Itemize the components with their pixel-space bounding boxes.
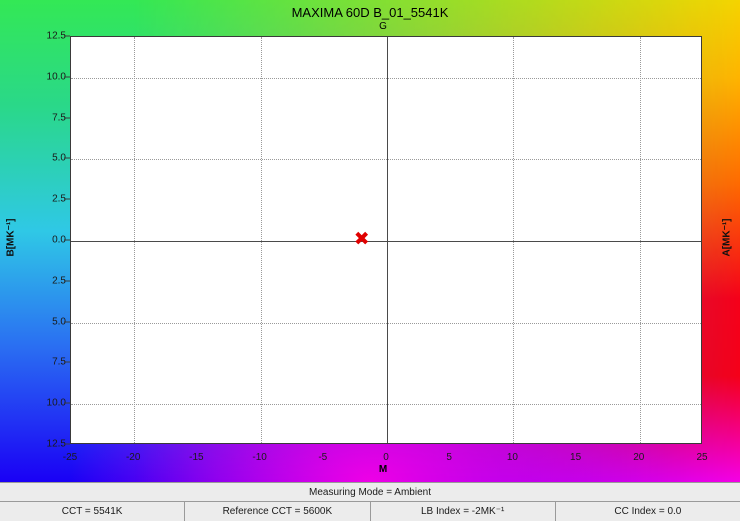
vertical-axis-line bbox=[387, 37, 388, 443]
y-axis-tick-label: 5.0 bbox=[52, 316, 66, 328]
status-measuring-mode: Measuring Mode = Ambient bbox=[0, 483, 740, 502]
y-axis-tick-mark bbox=[64, 117, 70, 119]
x-axis-tick-label: -20 bbox=[125, 452, 141, 463]
x-axis-tick-label: 0 bbox=[383, 452, 389, 463]
y-axis-tick-mark bbox=[64, 157, 70, 159]
y-axis-tick-label: 2.5 bbox=[52, 193, 66, 205]
plot-area[interactable]: ✖ bbox=[70, 36, 702, 444]
y-axis-tick-mark bbox=[64, 76, 70, 78]
axis-label-green: G bbox=[379, 21, 387, 32]
x-axis-tick-label: -10 bbox=[252, 452, 267, 463]
gridline-vertical bbox=[639, 37, 641, 443]
x-axis-tick-label: 5 bbox=[446, 452, 452, 463]
status-cell-reference-cct: Reference CCT = 5600K bbox=[185, 502, 371, 521]
gridline-horizontal bbox=[71, 77, 701, 79]
x-axis-tick-label: 10 bbox=[506, 452, 518, 463]
x-axis-tick-label: -25 bbox=[62, 452, 78, 463]
x-axis-tick-label: -15 bbox=[189, 452, 204, 463]
axis-label-magenta: M bbox=[378, 464, 388, 475]
y-axis-tick-label: 5.0 bbox=[52, 152, 66, 164]
axis-label-amber: A[MK⁻¹] bbox=[721, 218, 733, 257]
data-point-marker[interactable]: ✖ bbox=[353, 228, 370, 251]
chart-background-color-field: MAXIMA 60D B_01_5541K G M B[MK⁻¹] A[MK⁻¹… bbox=[0, 0, 740, 482]
y-axis-tick-label: 10.0 bbox=[46, 397, 66, 409]
gridline-vertical bbox=[260, 37, 262, 443]
chart-title: MAXIMA 60D B_01_5541K bbox=[291, 5, 449, 20]
y-axis-tick-mark bbox=[64, 280, 70, 282]
y-axis-tick-mark bbox=[64, 239, 70, 241]
y-axis-tick-mark bbox=[64, 361, 70, 363]
x-axis-tick-label: 20 bbox=[633, 452, 645, 463]
x-axis-tick-label: -5 bbox=[318, 452, 328, 463]
gridline-vertical bbox=[513, 37, 515, 443]
y-axis-tick-label: 7.5 bbox=[52, 112, 66, 124]
x-axis-tick-label: 25 bbox=[696, 452, 708, 463]
status-cell-cct: CCT = 5541K bbox=[0, 502, 186, 521]
x-axis-tick-label: 15 bbox=[570, 452, 582, 463]
axis-label-blue: B[MK⁻¹] bbox=[5, 218, 17, 257]
y-axis-tick-mark bbox=[64, 402, 70, 404]
y-axis-tick-label: 12.5 bbox=[46, 438, 66, 450]
status-cell-lb-index: LB Index = -2MK⁻¹ bbox=[370, 502, 556, 521]
y-axis-tick-label: 7.5 bbox=[52, 356, 66, 368]
status-bar: Measuring Mode = Ambient CCT = 5541K Refe… bbox=[0, 482, 740, 521]
y-axis-tick-label: 2.5 bbox=[52, 275, 66, 287]
y-axis-tick-mark bbox=[64, 321, 70, 323]
horizontal-axis-line bbox=[71, 241, 701, 242]
gridline-horizontal bbox=[71, 322, 701, 324]
y-axis-tick-mark bbox=[64, 443, 70, 445]
y-axis-tick-label: 0.0 bbox=[52, 234, 66, 246]
gridline-horizontal bbox=[71, 159, 701, 161]
gridline-horizontal bbox=[71, 404, 701, 406]
gridline-vertical bbox=[134, 37, 136, 443]
y-axis-tick-mark bbox=[64, 198, 70, 200]
status-cell-cc-index: CC Index = 0.0 bbox=[555, 502, 740, 521]
status-value-cells: CCT = 5541K Reference CCT = 5600K LB Index… bbox=[0, 502, 740, 521]
y-axis-tick-mark bbox=[64, 35, 70, 37]
y-axis-tick-label: 10.0 bbox=[46, 71, 66, 83]
y-axis-tick-label: 12.5 bbox=[46, 30, 66, 42]
